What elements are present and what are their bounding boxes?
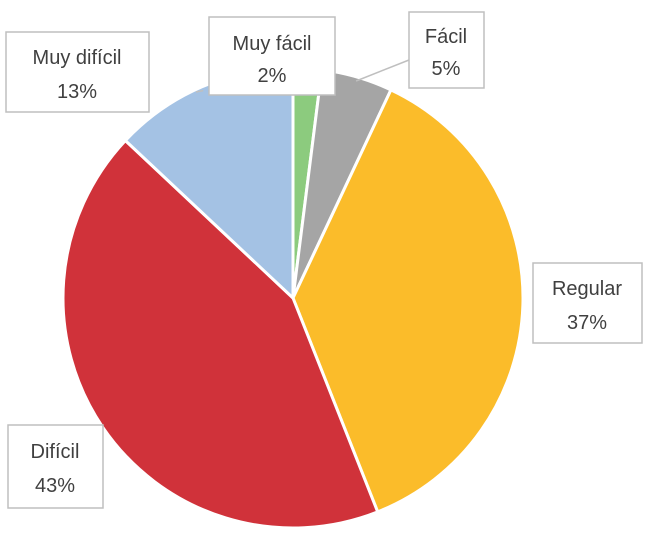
data-label-facil-name: Fácil <box>425 26 467 48</box>
data-label-dificil-name: Difícil <box>31 441 80 463</box>
data-label-regular: Regular 37% <box>532 262 643 344</box>
data-label-facil-value: 5% <box>432 58 461 80</box>
data-label-regular-value: 37% <box>567 312 607 334</box>
data-label-muy-facil-value: 2% <box>258 65 287 87</box>
data-label-muy-facil-name: Muy fácil <box>233 33 312 55</box>
data-label-dificil-value: 43% <box>35 475 75 497</box>
data-label-regular-name: Regular <box>552 278 622 300</box>
leader-line-facil <box>355 59 410 82</box>
data-label-dificil: Difícil 43% <box>7 424 104 509</box>
pie-slice-regular <box>291 88 525 514</box>
data-label-muy-dificil-name: Muy difícil <box>33 47 122 69</box>
data-label-facil: Fácil 5% <box>408 11 485 89</box>
data-label-muy-dificil-value: 13% <box>57 81 97 103</box>
pie-slices <box>61 66 525 530</box>
leader-line-muy-dificil <box>195 89 204 93</box>
data-label-muy-facil: Muy fácil 2% <box>208 16 336 96</box>
data-labels: Muy fácil 2% Fácil 5% Regular 37% Difíci… <box>5 11 643 509</box>
data-label-muy-dificil: Muy difícil 13% <box>5 31 150 113</box>
